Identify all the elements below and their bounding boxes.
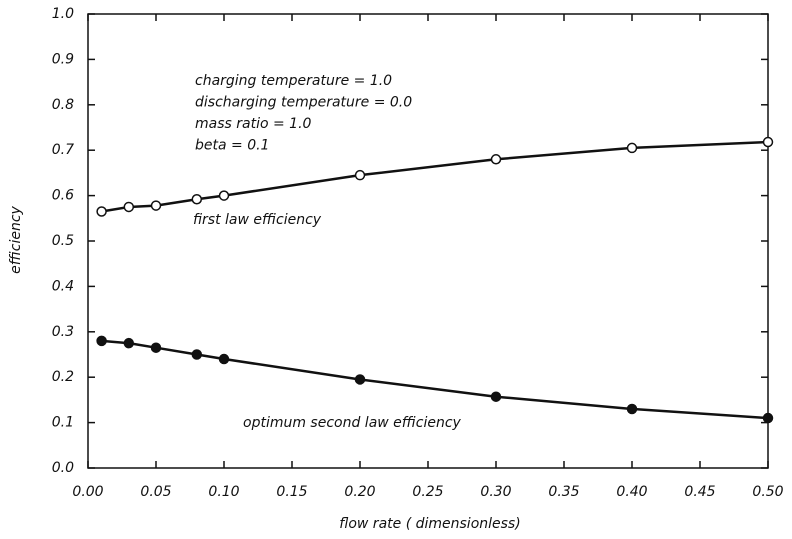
x-tick-label: 0.35 <box>548 484 579 500</box>
y-tick-label: 1.0 <box>52 6 74 22</box>
x-tick-label: 0.30 <box>480 484 511 500</box>
data-point <box>150 342 162 353</box>
y-tick-label: 0.5 <box>52 233 74 249</box>
data-point <box>218 190 230 201</box>
annotation: charging temperature = 1.0 <box>195 73 392 89</box>
annotation: beta = 0.1 <box>195 138 269 154</box>
y-axis-label: efficiency <box>8 205 24 273</box>
data-point <box>96 335 107 347</box>
x-tick-label: 0.00 <box>72 484 103 500</box>
data-point <box>191 193 203 205</box>
y-tick-label: 0.7 <box>52 142 74 158</box>
x-axis-label: flow rate ( dimensionless) <box>339 516 520 532</box>
data-point <box>490 391 502 402</box>
y-tick-label: 0.6 <box>52 188 74 204</box>
data-point <box>490 154 502 165</box>
data-point <box>354 374 366 385</box>
x-tick-label: 0.45 <box>684 484 715 500</box>
data-point <box>762 412 774 424</box>
x-tick-label: 0.25 <box>412 484 443 500</box>
x-tick-label: 0.20 <box>344 484 375 500</box>
x-tick-label: 0.15 <box>276 484 307 500</box>
y-tick-label: 0.1 <box>52 415 74 431</box>
annotation: mass ratio = 1.0 <box>195 116 312 132</box>
data-point <box>626 403 638 415</box>
x-tick-label: 0.50 <box>752 484 783 500</box>
data-point <box>354 169 366 181</box>
y-tick-label: 0.0 <box>52 460 74 476</box>
series-label: optimum second law efficiency <box>243 415 462 431</box>
series-label: first law efficiency <box>193 212 322 228</box>
y-tick-label: 0.2 <box>52 369 74 385</box>
data-point <box>218 353 230 365</box>
y-tick-label: 0.9 <box>52 51 74 67</box>
data-point <box>123 337 135 349</box>
y-tick-label: 0.8 <box>52 97 74 113</box>
data-point <box>762 136 774 148</box>
x-tick-label: 0.40 <box>616 484 647 500</box>
x-tick-label: 0.10 <box>208 484 239 500</box>
data-point <box>96 206 107 217</box>
data-point <box>191 349 203 360</box>
data-point <box>626 142 638 154</box>
y-tick-label: 0.4 <box>52 278 74 294</box>
y-tick-label: 0.3 <box>52 324 74 340</box>
data-point <box>150 200 162 211</box>
data-point <box>123 201 135 213</box>
x-tick-label: 0.05 <box>140 484 171 500</box>
annotation: discharging temperature = 0.0 <box>195 95 412 111</box>
plot-frame <box>87 13 769 469</box>
